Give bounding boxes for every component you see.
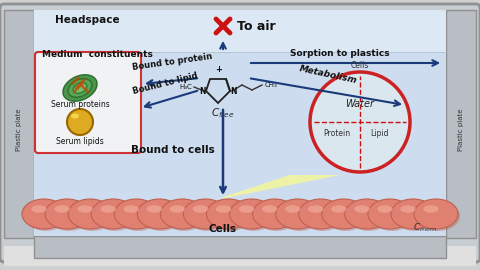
Text: $C_{mem}$: $C_{mem}$ [413,221,437,234]
Text: Bound to lipid: Bound to lipid [132,71,198,96]
Ellipse shape [254,201,299,231]
Bar [34,10,446,52]
Ellipse shape [300,201,345,231]
FancyBboxPatch shape [0,4,480,262]
Ellipse shape [123,205,139,213]
Ellipse shape [169,205,185,213]
Text: +: + [216,65,223,74]
Ellipse shape [414,199,458,229]
Ellipse shape [206,199,251,229]
Ellipse shape [423,205,439,213]
Ellipse shape [68,199,112,229]
Text: CH₃: CH₃ [265,82,278,88]
Ellipse shape [231,201,276,231]
Ellipse shape [262,205,277,213]
Ellipse shape [70,201,114,231]
Ellipse shape [31,205,47,213]
Ellipse shape [277,201,322,231]
Ellipse shape [54,205,70,213]
Text: N: N [230,86,237,96]
Text: Cells: Cells [209,224,237,234]
Ellipse shape [100,205,116,213]
Text: Serum proteins: Serum proteins [50,100,109,109]
Ellipse shape [393,201,437,231]
Ellipse shape [324,201,368,231]
Text: Bound to protein: Bound to protein [132,52,213,72]
Ellipse shape [252,199,297,229]
Ellipse shape [368,199,412,229]
Ellipse shape [229,199,274,229]
Text: Metabolism: Metabolism [298,64,358,85]
Ellipse shape [345,199,389,229]
Circle shape [310,72,410,172]
Ellipse shape [160,199,204,229]
Ellipse shape [73,83,87,93]
Ellipse shape [71,113,79,119]
Text: Cells: Cells [351,61,369,70]
Ellipse shape [185,201,229,231]
Ellipse shape [322,199,366,229]
Bar [34,236,446,258]
Ellipse shape [137,199,181,229]
Ellipse shape [347,201,391,231]
Ellipse shape [68,79,92,97]
Ellipse shape [114,199,158,229]
Ellipse shape [192,205,208,213]
Circle shape [67,109,93,135]
Text: H₃C: H₃C [179,84,192,90]
Ellipse shape [183,199,228,229]
Ellipse shape [22,199,66,229]
Text: Bound to cells: Bound to cells [131,145,215,155]
Ellipse shape [299,199,343,229]
Text: Protein: Protein [323,130,350,139]
Ellipse shape [370,201,414,231]
Ellipse shape [285,205,300,213]
Bar [4,246,476,266]
Text: Medium  constituents: Medium constituents [42,50,153,59]
Polygon shape [220,175,340,198]
Ellipse shape [146,205,162,213]
Ellipse shape [24,201,68,231]
Ellipse shape [308,205,324,213]
Ellipse shape [116,201,160,231]
Text: Plastic plate: Plastic plate [16,109,22,151]
Ellipse shape [63,75,97,101]
Text: Serum lipids: Serum lipids [56,137,104,146]
Ellipse shape [77,205,93,213]
Ellipse shape [400,205,416,213]
Text: Plastic plate: Plastic plate [458,109,464,151]
Ellipse shape [276,199,320,229]
Ellipse shape [331,205,347,213]
Ellipse shape [162,201,206,231]
Ellipse shape [377,205,393,213]
Ellipse shape [47,201,91,231]
Ellipse shape [239,205,254,213]
FancyBboxPatch shape [35,52,141,153]
Bar [34,52,446,236]
Text: Sorption to plastics: Sorption to plastics [290,49,390,58]
Bar [446,10,476,238]
Bar [4,10,34,238]
Ellipse shape [391,199,435,229]
Ellipse shape [354,205,370,213]
Ellipse shape [139,201,183,231]
Ellipse shape [91,199,135,229]
Text: $C_{free}$: $C_{free}$ [211,106,235,120]
Ellipse shape [45,199,89,229]
Ellipse shape [216,205,231,213]
Ellipse shape [208,201,252,231]
Text: N: N [200,86,206,96]
Ellipse shape [93,201,137,231]
Text: To air: To air [237,19,276,32]
Text: Water: Water [346,99,374,109]
Text: Lipid: Lipid [370,130,388,139]
Text: Headspace: Headspace [55,15,120,25]
Ellipse shape [416,201,460,231]
